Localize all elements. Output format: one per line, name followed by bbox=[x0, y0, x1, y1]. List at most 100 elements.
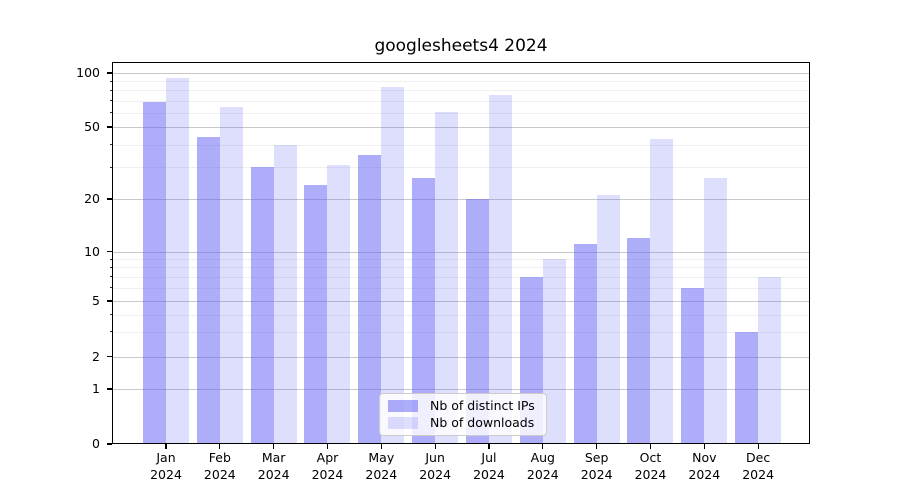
legend-item-downloads: Nb of downloads bbox=[388, 415, 538, 431]
y-tick-mark bbox=[107, 198, 112, 200]
y-tick-mark bbox=[107, 300, 112, 302]
x-tick-mark bbox=[434, 444, 436, 449]
y-tick-mark-minor bbox=[109, 112, 113, 114]
x-tick-label: Nov 2024 bbox=[688, 450, 721, 482]
gridline-minor bbox=[112, 314, 810, 316]
x-tick-mark bbox=[165, 444, 167, 449]
gridline-minor bbox=[112, 144, 810, 146]
legend-item-distinct-ips: Nb of distinct IPs bbox=[388, 398, 538, 414]
gridline-major bbox=[112, 301, 810, 303]
y-tick-label: 20 bbox=[84, 191, 100, 206]
x-tick-mark bbox=[542, 444, 544, 449]
gridline-minor bbox=[112, 331, 810, 333]
bar-downloads-jan bbox=[166, 77, 189, 444]
gridline-major bbox=[112, 199, 810, 201]
chart-title: googlesheets4 2024 bbox=[374, 36, 548, 56]
bar-distinct-ips-mar bbox=[250, 167, 274, 444]
x-tick-label: Oct 2024 bbox=[634, 450, 667, 482]
x-tick-label: Feb 2024 bbox=[203, 450, 236, 482]
bar-downloads-jun bbox=[435, 111, 459, 444]
x-tick-mark bbox=[380, 444, 382, 449]
bar-distinct-ips-may bbox=[358, 155, 382, 444]
legend-swatch-downloads bbox=[388, 416, 418, 429]
x-tick-mark bbox=[488, 444, 490, 449]
gridline-minor bbox=[112, 81, 810, 83]
y-tick-mark bbox=[107, 250, 112, 253]
gridline-minor bbox=[112, 267, 810, 269]
plot-frame bbox=[112, 62, 810, 444]
gridline-minor bbox=[112, 167, 810, 169]
x-tick-mark bbox=[596, 444, 598, 449]
gridline-minor bbox=[112, 287, 810, 289]
y-tick-mark-minor bbox=[109, 287, 113, 289]
bar-distinct-ips-jul bbox=[465, 199, 489, 444]
legend-label-downloads: Nb of downloads bbox=[430, 414, 535, 430]
bar-downloads-nov bbox=[704, 178, 728, 444]
gridline-major bbox=[112, 389, 810, 391]
gridline-minor bbox=[112, 259, 810, 261]
x-tick-mark bbox=[273, 444, 275, 449]
x-tick-mark bbox=[326, 444, 329, 449]
y-tick-mark-minor bbox=[109, 276, 113, 278]
bar-downloads-apr bbox=[327, 164, 351, 444]
x-tick-mark bbox=[219, 444, 221, 449]
x-tick-label: Jul 2024 bbox=[473, 450, 505, 482]
y-tick-label: 0 bbox=[92, 436, 100, 451]
bar-distinct-ips-jun bbox=[412, 178, 436, 444]
y-tick-mark bbox=[107, 388, 112, 390]
x-tick-mark bbox=[703, 444, 705, 449]
x-tick-label: Dec 2024 bbox=[742, 450, 775, 482]
bar-downloads-feb bbox=[219, 106, 243, 444]
y-tick-label: 2 bbox=[92, 348, 100, 364]
y-tick-mark-minor bbox=[109, 80, 113, 82]
legend-label-distinct-ips: Nb of distinct IPs bbox=[430, 398, 535, 414]
plot-area bbox=[112, 62, 810, 444]
y-tick-mark-minor bbox=[109, 166, 113, 168]
y-tick-label: 5 bbox=[92, 293, 100, 308]
y-tick-mark-minor bbox=[109, 258, 113, 260]
x-tick-label: Jun 2024 bbox=[419, 450, 452, 482]
y-tick-label: 50 bbox=[84, 119, 100, 134]
gridline-minor bbox=[112, 112, 810, 114]
bar-distinct-ips-feb bbox=[196, 137, 220, 444]
gridline-major bbox=[112, 356, 810, 358]
x-tick-mark bbox=[649, 444, 652, 449]
bar-downloads-oct bbox=[650, 138, 674, 444]
gridline-minor bbox=[112, 90, 810, 92]
x-tick-label: Apr 2024 bbox=[311, 450, 344, 482]
legend: Nb of distinct IPs Nb of downloads bbox=[379, 393, 547, 436]
bar-distinct-ips-nov bbox=[681, 287, 705, 444]
gridline-minor bbox=[112, 100, 810, 102]
x-tick-label: Mar 2024 bbox=[257, 450, 290, 482]
y-tick-mark-minor bbox=[109, 314, 113, 316]
bar-downloads-mar bbox=[273, 144, 297, 444]
y-tick-label: 100 bbox=[76, 65, 100, 80]
y-tick-mark-minor bbox=[109, 89, 113, 91]
bar-distinct-ips-sep bbox=[573, 244, 597, 444]
x-tick-label: Aug 2024 bbox=[526, 450, 559, 482]
bar-distinct-ips-oct bbox=[627, 237, 651, 444]
y-tick-mark-minor bbox=[109, 331, 113, 333]
bar-downloads-may bbox=[381, 86, 405, 444]
y-tick-mark-minor bbox=[109, 100, 113, 102]
legend-swatch-distinct-ips bbox=[388, 400, 418, 413]
y-tick-label: 10 bbox=[84, 243, 100, 259]
y-tick-mark bbox=[107, 126, 112, 128]
bar-distinct-ips-apr bbox=[304, 184, 328, 444]
y-tick-label: 1 bbox=[92, 381, 100, 396]
bar-downloads-dec bbox=[758, 276, 782, 444]
x-tick-label: May 2024 bbox=[365, 450, 398, 482]
bar-downloads-jul bbox=[488, 95, 512, 444]
y-tick-mark-minor bbox=[109, 266, 113, 268]
gridline-minor bbox=[112, 276, 810, 278]
x-tick-label: Sep 2024 bbox=[580, 450, 613, 482]
gridline-major bbox=[112, 127, 810, 129]
bar-distinct-ips-jan bbox=[143, 101, 166, 444]
bar-downloads-aug bbox=[542, 259, 566, 444]
y-tick-mark bbox=[107, 355, 112, 358]
x-tick-mark bbox=[757, 444, 759, 449]
bar-distinct-ips-dec bbox=[735, 331, 759, 444]
y-tick-mark bbox=[107, 443, 112, 445]
y-tick-mark bbox=[107, 72, 112, 74]
